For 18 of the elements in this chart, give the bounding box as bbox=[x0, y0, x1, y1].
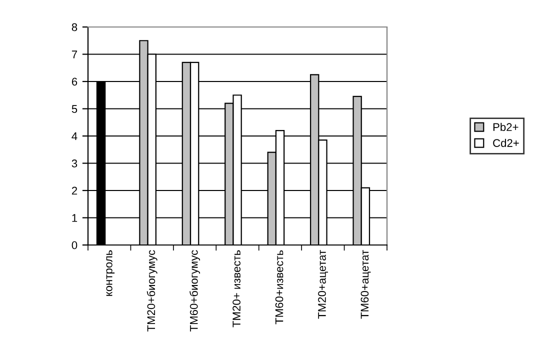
x-tick-label: ТМ20+биогумус bbox=[146, 250, 158, 332]
x-tick-label: ТМ60+известь bbox=[275, 250, 284, 324]
y-tick-label: 5 bbox=[72, 105, 78, 113]
y-tick-label: 6 bbox=[72, 78, 78, 86]
y-tick-label: 3 bbox=[72, 160, 78, 168]
y-tick-label: 7 bbox=[72, 50, 78, 58]
y-tick-label: 8 bbox=[72, 23, 78, 32]
legend-label: Pb2+ bbox=[493, 122, 518, 132]
x-tick-label: ТМ20+ известь bbox=[232, 250, 240, 328]
x-tick-label: контроль bbox=[106, 250, 115, 296]
x-tick-label: ТМ60+биогумус bbox=[190, 250, 200, 332]
y-tick-label: 1 bbox=[72, 214, 78, 222]
y-tick-label: 4 bbox=[72, 132, 78, 140]
legend-label: Cd2+ bbox=[493, 138, 519, 147]
y-tick-label: 0 bbox=[72, 241, 78, 250]
x-tick-label: ТМ60+ацетат bbox=[360, 250, 371, 319]
y-tick-label: 2 bbox=[72, 186, 78, 195]
x-tick-label: ТМ20+ацетат bbox=[318, 250, 328, 319]
